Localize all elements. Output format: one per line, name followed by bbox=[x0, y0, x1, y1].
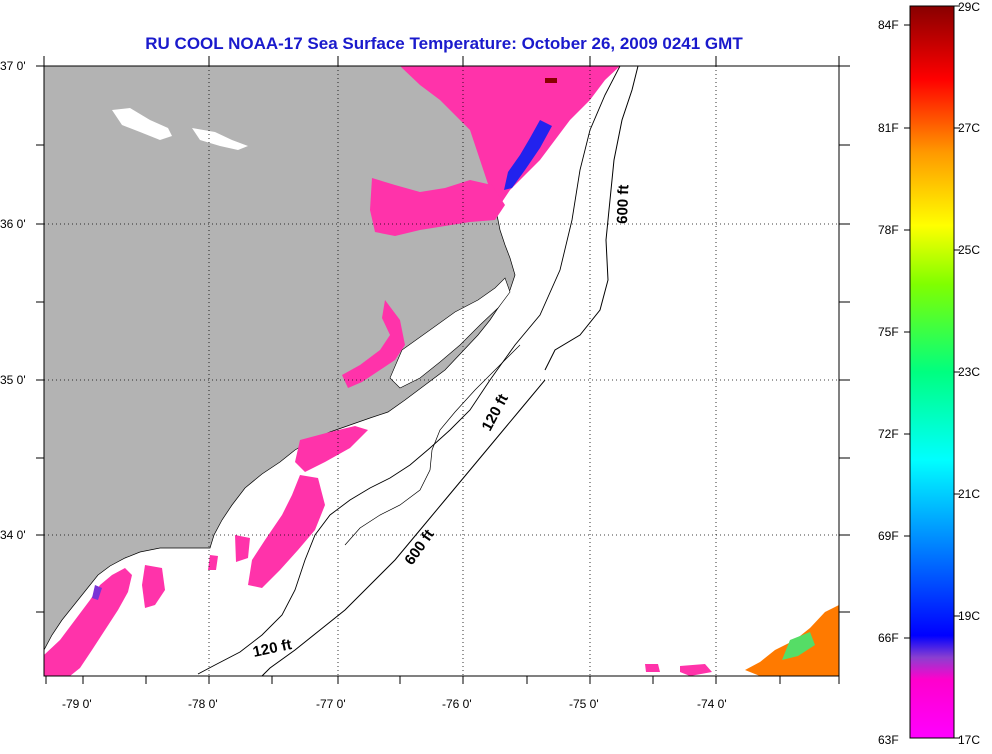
contour-120-shelf bbox=[197, 66, 621, 675]
lon-label-77: -77 0' bbox=[316, 697, 346, 711]
colorbar-c-17: 17C bbox=[958, 733, 981, 747]
colorbar-f-84: 84F bbox=[878, 18, 899, 32]
colorbar-f-63: 63F bbox=[878, 733, 899, 747]
contour-600-north bbox=[544, 66, 639, 371]
sst-patch-offshore-1 bbox=[680, 664, 712, 676]
sst-patch-albemarle bbox=[370, 178, 505, 236]
lon-label-75: -75 0' bbox=[569, 697, 599, 711]
colorbar-c-27: 27C bbox=[958, 121, 981, 135]
colorbar-f-72: 72F bbox=[878, 427, 899, 441]
colorbar-c-29: 29C bbox=[958, 0, 981, 14]
river-water-1 bbox=[112, 108, 172, 140]
sst-patch-onslow-3 bbox=[208, 555, 218, 570]
contour-label-600-north: 600 ft bbox=[614, 184, 632, 224]
graticule bbox=[44, 66, 839, 676]
colorbar-c-23: 23C bbox=[958, 365, 981, 379]
colorbar-f-75: 75F bbox=[878, 325, 899, 339]
sst-patch-chesapeake bbox=[400, 66, 620, 205]
contour-600-south bbox=[261, 379, 546, 676]
map-title: RU COOL NOAA-17 Sea Surface Temperature:… bbox=[145, 34, 743, 53]
sst-patch-long-bay-2 bbox=[142, 565, 165, 608]
sst-patch-onslow-shore bbox=[295, 426, 368, 472]
sst-patch-offshore-2 bbox=[645, 664, 660, 672]
sst-patches bbox=[44, 66, 712, 676]
lat-label-36: 36 0' bbox=[0, 217, 26, 231]
map-frame bbox=[43, 65, 840, 677]
sst-patch-onslow-2 bbox=[235, 535, 250, 562]
sst-patch-pamlico-river bbox=[342, 300, 405, 388]
lon-label-74: -74 0' bbox=[697, 697, 727, 711]
colorbar-f-81: 81F bbox=[878, 121, 899, 135]
lat-label-34: 34 0' bbox=[0, 528, 26, 542]
colorbar-f-69: 69F bbox=[878, 529, 899, 543]
colorbar bbox=[909, 5, 955, 739]
sst-purple-spot bbox=[92, 585, 102, 600]
sst-warm-offshore-green bbox=[782, 632, 815, 660]
colorbar-c-25: 25C bbox=[958, 243, 981, 257]
lon-label-79: -79 0' bbox=[62, 697, 92, 711]
lon-label-78: -78 0' bbox=[188, 697, 218, 711]
sst-warm-offshore bbox=[745, 605, 839, 676]
sst-cold-core bbox=[504, 120, 552, 190]
axis-ticks bbox=[36, 56, 850, 684]
river-water-2 bbox=[192, 128, 248, 150]
colorbar-ticks bbox=[904, 5, 960, 739]
lon-label-76: -76 0' bbox=[442, 697, 472, 711]
colorbar-c-19: 19C bbox=[958, 609, 981, 623]
colorbar-f-66: 66F bbox=[878, 631, 899, 645]
lat-label-37: 37 0' bbox=[0, 59, 26, 73]
sst-warm-spot bbox=[545, 78, 557, 83]
colorbar-f-78: 78F bbox=[878, 223, 899, 237]
pamlico-sound bbox=[389, 277, 511, 389]
sst-patch-onslow-1 bbox=[248, 475, 325, 588]
contour-120-inner bbox=[344, 344, 521, 546]
lat-label-35: 35 0' bbox=[0, 373, 26, 387]
colorbar-c-21: 21C bbox=[958, 487, 981, 501]
sst-patch-long-bay bbox=[44, 568, 132, 676]
